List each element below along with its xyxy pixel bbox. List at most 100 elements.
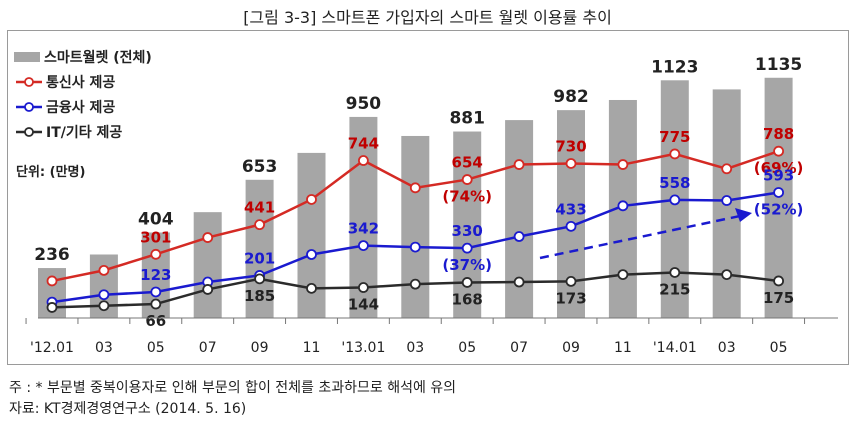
series-point-2-1 [98,300,110,312]
series-point-0-2 [150,248,162,260]
bar-value-label: 982 [553,87,589,107]
x-tick-label: 03 [718,340,736,356]
series-point-2-3 [202,284,214,295]
legend-label: 통신사 제공 [46,75,115,91]
series-point-0-14 [773,145,784,157]
bar-total-3 [193,212,222,318]
series-value-label: 173 [555,289,586,307]
series-value-label: 144 [348,296,379,314]
x-tick-label: 11 [303,340,321,356]
bar-value-label: 1123 [651,57,698,77]
series-point-0-3 [202,232,214,243]
series-value-label: 558 [659,174,690,192]
series-point-0-13 [721,163,733,175]
bar-total-9 [505,120,534,318]
x-tick-label: '14.01 [653,340,697,356]
series-point-2-10 [565,275,577,287]
series-point-1-11 [617,200,629,212]
series-annotation: (69%) [754,159,804,177]
series-point-2-2 [150,298,162,310]
series-value-label: 123 [140,266,171,284]
series-point-2-5 [306,282,317,294]
series-point-0-5 [306,194,317,205]
trend-arrow-line [539,214,741,260]
x-tick-label: 09 [562,340,580,356]
x-tick-label: 03 [95,340,113,356]
series-value-label: 744 [348,135,379,153]
bar-value-label: 1135 [755,55,802,75]
x-tick-label: 05 [147,340,165,356]
series-value-label: 66 [145,312,166,330]
x-tick-label: 05 [458,340,476,356]
combo-chart: 236 404 653 950 881 982 1123 1135 301 441 744 654 73… [14,49,838,356]
series-annotation: (52%) [754,200,804,218]
unit-label: 단위: (만명) [16,164,85,180]
legend-label: 금융사 제공 [46,100,115,116]
legend-swatch-marker [24,102,34,112]
chart-frame [7,30,849,365]
series-point-2-9 [513,276,525,288]
series-point-1-10 [565,220,577,232]
series-point-0-9 [513,159,525,170]
bar-value-label: 881 [449,109,485,129]
chart-source: 자료: KT경제경영연구소 (2014. 5. 16) [9,401,247,417]
legend-swatch-marker [24,77,34,87]
x-tick-label: '12.01 [30,340,74,356]
series-point-1-8 [461,242,473,254]
series-point-2-13 [721,269,733,281]
series-point-2-0 [46,302,58,313]
bar-value-label: 653 [242,157,278,177]
series-annotation: (74%) [442,188,492,206]
bar-value-label: 950 [346,94,382,114]
series-value-label: 730 [555,137,586,155]
bar-total-4 [245,179,274,318]
series-point-0-4 [254,219,266,231]
chart-caption: [그림 3-3] 스마트폰 가입자의 스마트 월렛 이용률 추이 [243,8,612,27]
series-point-1-12 [669,194,681,206]
series-point-0-1 [98,264,110,276]
series-point-1-7 [409,241,421,253]
series-point-0-7 [409,182,421,194]
series-point-2-4 [254,273,266,285]
series-point-2-7 [409,278,421,290]
x-tick-label: 05 [770,340,788,356]
series-value-label: 654 [452,154,483,172]
series-point-0-0 [46,275,58,287]
x-tick-label: 07 [510,340,528,356]
series-point-2-12 [669,267,681,278]
x-tick-label: 03 [406,340,424,356]
series-point-1-6 [357,240,369,252]
chart-note: 주 : * 부문별 중복이용자로 인해 부문의 합이 전체를 초과하므로 해석에… [9,380,457,396]
series-point-0-10 [565,158,577,169]
series-value-label: 215 [659,280,690,298]
series-point-1-5 [306,249,317,260]
legend-label: 스마트월렛 (전체) [44,49,152,66]
series-point-2-6 [357,282,369,293]
x-tick-label: 07 [199,340,217,356]
series-value-label: 788 [763,125,794,143]
series-point-0-12 [669,148,681,160]
series-point-1-9 [513,231,525,242]
series-point-0-11 [617,159,629,170]
series-point-1-13 [721,195,733,206]
x-tick-label: 11 [614,340,632,356]
series-point-1-1 [98,289,110,301]
series-value-label: 775 [659,128,690,146]
series-point-1-2 [150,286,162,298]
series-value-label: 301 [140,228,171,246]
series-value-label: 168 [452,290,483,308]
bar-value-label: 404 [138,209,174,229]
legend-swatch-bar [14,52,40,62]
series-value-label: 330 [452,222,483,240]
series-value-label: 201 [244,249,275,267]
series-value-label: 441 [244,199,275,217]
x-tick-label: '13.01 [341,340,385,356]
series-value-label: 185 [244,287,275,305]
x-tick-label: 09 [251,340,269,356]
series-point-0-6 [357,155,369,166]
bar-total-7 [401,135,430,318]
series-point-0-8 [461,174,473,185]
series-value-label: 593 [763,166,794,184]
series-value-label: 342 [348,220,379,238]
series-point-2-8 [461,277,473,288]
